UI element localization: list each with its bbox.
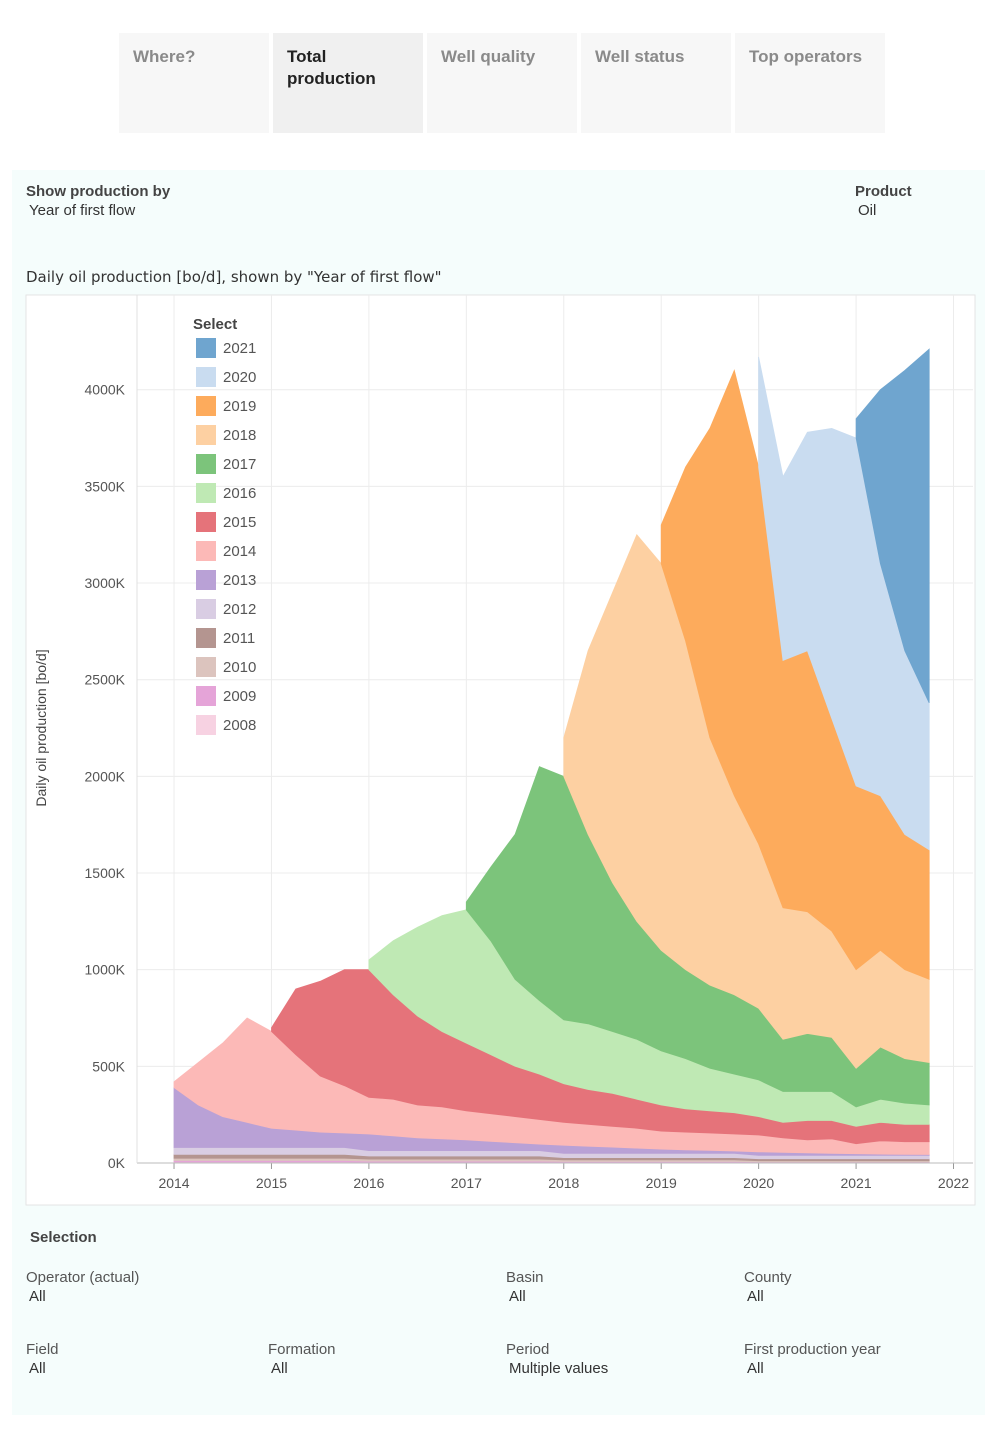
filter-label: Formation (268, 1341, 336, 1358)
filter-label: Period (506, 1341, 550, 1358)
x-tick-label: 2022 (938, 1175, 969, 1191)
y-axis-label: Daily oil production [bo/d] (33, 649, 49, 806)
legend-swatch (196, 686, 216, 706)
filter-label: First production year (744, 1341, 881, 1358)
legend-swatch (196, 512, 216, 532)
x-tick-label: 2017 (451, 1175, 482, 1191)
area (855, 348, 930, 704)
filter-value[interactable]: All (271, 1360, 288, 1377)
filter-value[interactable]: All (29, 1360, 46, 1377)
tab[interactable]: Top operators (735, 33, 885, 133)
y-tick-label: 1000K (85, 962, 126, 978)
legend-title: Select (193, 316, 237, 333)
control-value[interactable]: Oil (858, 202, 877, 219)
selection-title: Selection (30, 1229, 97, 1246)
chart-title: Daily oil production [bo/d], shown by "Y… (26, 268, 442, 286)
y-tick-label: 2000K (85, 768, 126, 784)
legend-label: 2008 (223, 717, 256, 734)
legend-swatch (196, 570, 216, 590)
tab[interactable]: Well status (581, 33, 731, 133)
legend-label: 2015 (223, 514, 256, 531)
legend-swatch (196, 628, 216, 648)
area (758, 356, 930, 851)
legend-label: 2016 (223, 485, 256, 502)
legend-swatch (196, 483, 216, 503)
legend-label: 2017 (223, 456, 256, 473)
control-label: Product (855, 183, 912, 200)
legend-label: 2009 (223, 688, 256, 705)
filter-label: County (744, 1269, 792, 1286)
x-tick-label: 2021 (840, 1175, 871, 1191)
legend-label: 2019 (223, 398, 256, 415)
tab[interactable]: Total production (273, 33, 423, 133)
tab[interactable]: Well quality (427, 33, 577, 133)
filter-value[interactable]: Multiple values (509, 1360, 609, 1377)
x-tick-label: 2016 (353, 1175, 384, 1191)
legend-label: 2011 (223, 630, 255, 647)
filter-value[interactable]: All (747, 1360, 764, 1377)
filter-label: Operator (actual) (26, 1269, 140, 1286)
filter-value[interactable]: All (509, 1288, 526, 1305)
x-tick-label: 2018 (548, 1175, 579, 1191)
x-tick-label: 2015 (256, 1175, 287, 1191)
filter-value[interactable]: All (29, 1288, 46, 1305)
y-tick-label: 3500K (85, 478, 126, 494)
filter-label: Basin (506, 1269, 544, 1286)
legend-swatch (196, 599, 216, 619)
legend-swatch (196, 454, 216, 474)
x-tick-label: 2014 (158, 1175, 189, 1191)
legend-swatch (196, 657, 216, 677)
legend-label: 2012 (223, 601, 256, 618)
legend-swatch (196, 367, 216, 387)
y-tick-label: 0K (108, 1155, 126, 1171)
x-tick-label: 2020 (743, 1175, 774, 1191)
y-tick-label: 1500K (85, 865, 126, 881)
legend-label: 2018 (223, 427, 256, 444)
legend-label: 2013 (223, 572, 256, 589)
y-tick-label: 500K (92, 1058, 125, 1074)
legend-label: 2020 (223, 369, 256, 386)
legend-label: 2014 (223, 543, 256, 560)
tab[interactable]: Where? (119, 33, 269, 133)
control-value[interactable]: Year of first flow (29, 202, 136, 219)
legend-swatch (196, 715, 216, 735)
legend-swatch (196, 396, 216, 416)
y-tick-label: 2500K (85, 672, 126, 688)
legend-swatch (196, 425, 216, 445)
filter-label: Field (26, 1341, 59, 1358)
y-tick-label: 4000K (85, 382, 126, 398)
filter-value[interactable]: All (747, 1288, 764, 1305)
legend-swatch (196, 338, 216, 358)
y-tick-label: 3000K (85, 575, 126, 591)
legend-label: 2021 (223, 340, 256, 357)
legend-swatch (196, 541, 216, 561)
legend-label: 2010 (223, 659, 256, 676)
x-tick-label: 2019 (646, 1175, 677, 1191)
control-label: Show production by (26, 183, 171, 200)
